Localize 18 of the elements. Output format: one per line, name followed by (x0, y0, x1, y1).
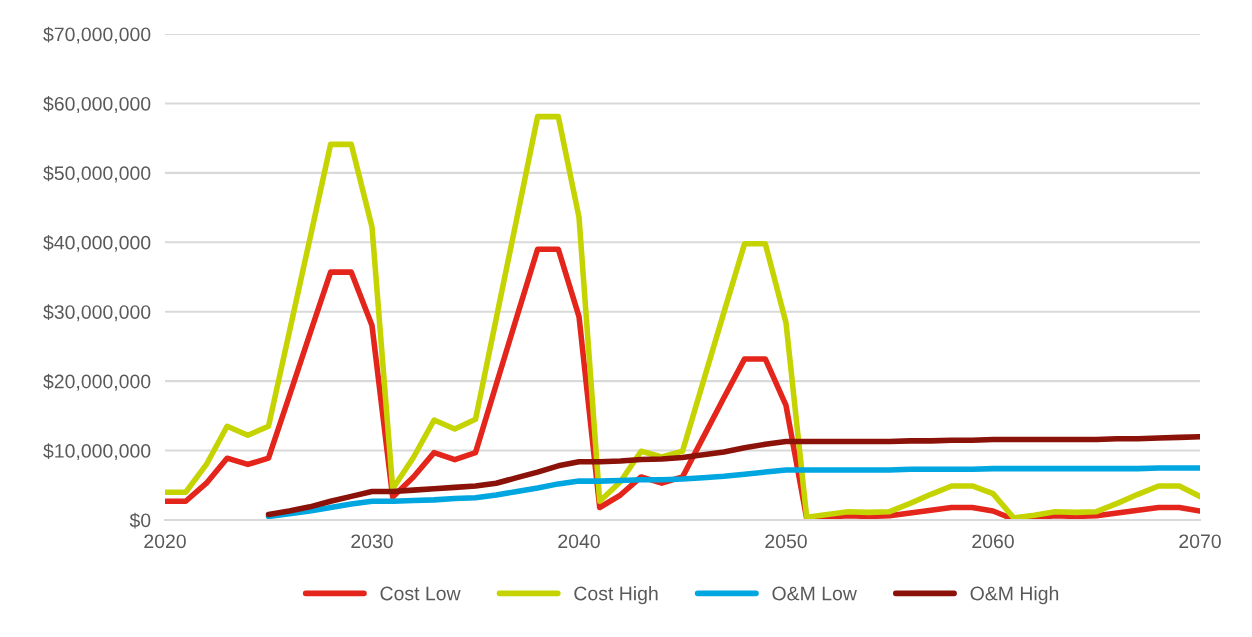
x-tick-label: 2050 (765, 534, 807, 549)
x-tick-label: 2060 (972, 534, 1014, 549)
y-tick-label: $70,000,000 (43, 26, 151, 44)
y-tick-label: $60,000,000 (43, 96, 151, 113)
legend-label: O&M Low (772, 586, 857, 601)
y-tick-label: $0 (129, 512, 151, 529)
legend-label: O&M High (970, 586, 1059, 605)
y-tick-label: $20,000,000 (43, 373, 151, 391)
y-tick-label: $50,000,000 (43, 165, 151, 183)
y-tick-label: $30,000,000 (43, 304, 151, 322)
legend-label: Cost Low (380, 586, 461, 601)
x-tick-label: 2030 (351, 534, 393, 549)
x-tick-label: 2020 (144, 534, 186, 549)
y-tick-label: $10,000,000 (43, 443, 151, 461)
x-tick-label: 2040 (558, 534, 600, 549)
y-tick-label: $40,000,000 (43, 234, 151, 252)
x-tick-label: 2070 (1179, 534, 1221, 549)
legend-label: Cost High (574, 586, 658, 605)
